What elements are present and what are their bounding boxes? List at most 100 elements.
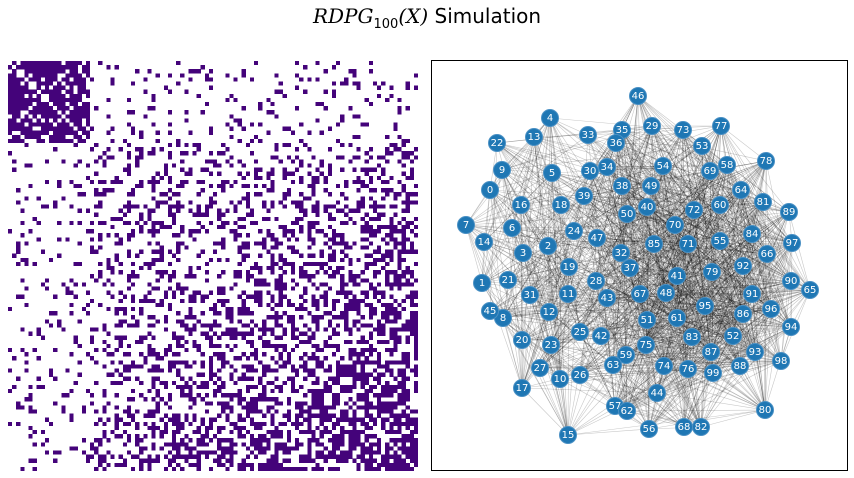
heatmap-cell: [311, 372, 316, 377]
heatmap-cell: [204, 442, 209, 447]
graph-edge: [521, 326, 792, 341]
heatmap-cell: [81, 138, 86, 144]
graph-node-label: 15: [562, 430, 575, 441]
heatmap-cell: [49, 65, 54, 70]
heatmap-cell: [299, 442, 304, 447]
heatmap-cell: [290, 286, 296, 291]
heatmap-cell: [377, 380, 382, 385]
heatmap-cell: [180, 442, 185, 447]
heatmap-cell: [385, 405, 390, 410]
heatmap-cell: [135, 339, 140, 344]
graph-edge: [665, 292, 756, 353]
graph-edge: [549, 117, 667, 294]
heatmap-cell: [262, 397, 267, 402]
heatmap-cell: [167, 278, 173, 283]
heatmap-cell: [8, 106, 13, 111]
heatmap-cell: [344, 77, 349, 82]
heatmap-cell: [44, 179, 50, 185]
heatmap-cell: [389, 270, 394, 275]
heatmap-cell: [135, 434, 140, 439]
heatmap-cell: [122, 307, 127, 312]
graph-edge: [489, 310, 702, 428]
heatmap-cell: [327, 466, 332, 471]
graph-edge: [676, 201, 764, 319]
heatmap-cell: [200, 364, 205, 369]
heatmap-cell: [364, 466, 369, 471]
heatmap-cell: [167, 73, 173, 78]
graph-node: 72: [685, 201, 703, 219]
heatmap-cell: [258, 122, 263, 127]
heatmap-cell: [155, 352, 160, 357]
heatmap-cell: [188, 77, 193, 82]
heatmap-cell: [401, 143, 406, 148]
heatmap-cell: [188, 462, 193, 467]
heatmap-cell: [311, 225, 316, 230]
heatmap-cell: [377, 397, 382, 402]
heatmap-cell: [393, 331, 398, 336]
heatmap-cell: [331, 327, 337, 332]
heatmap-cell: [233, 282, 238, 287]
graph-edge: [522, 252, 714, 374]
graph-edge: [507, 279, 523, 341]
graph-node: 1: [473, 274, 491, 292]
heatmap-cell: [225, 401, 230, 406]
heatmap-cell: [44, 110, 50, 115]
graph-node-label: 50: [621, 209, 634, 220]
heatmap-cell: [368, 229, 373, 234]
heatmap-cell: [307, 171, 312, 176]
heatmap-cell: [364, 253, 369, 258]
heatmap-cell: [163, 171, 168, 176]
heatmap-cell: [356, 466, 361, 471]
heatmap-cell: [20, 77, 25, 82]
graph-node: 34: [598, 158, 616, 176]
heatmap-cell: [364, 393, 369, 398]
heatmap-cell: [24, 114, 29, 119]
heatmap-cell: [167, 204, 173, 209]
heatmap-cell: [266, 430, 271, 435]
heatmap-cell: [364, 167, 369, 172]
heatmap-cell: [282, 360, 287, 365]
heatmap-cell: [368, 188, 373, 193]
heatmap-cell: [307, 196, 312, 201]
graph-edge: [579, 293, 641, 376]
heatmap-cell: [49, 372, 54, 377]
heatmap-cell: [262, 438, 267, 443]
graph-node-label: 14: [478, 237, 491, 248]
heatmap-cell: [114, 417, 119, 422]
heatmap-cell: [368, 372, 373, 377]
heatmap-cell: [69, 102, 74, 107]
heatmap-cell: [8, 151, 13, 156]
graph-node: 41: [668, 267, 686, 285]
heatmap-cell: [155, 376, 160, 381]
heatmap-cell: [393, 204, 398, 209]
heatmap-cell: [118, 298, 123, 303]
heatmap-cell: [40, 384, 45, 390]
heatmap-cell: [377, 249, 382, 254]
heatmap-cell: [85, 229, 91, 234]
graph-node-circle: [503, 219, 521, 237]
heatmap-cell: [20, 294, 25, 299]
heatmap-cell: [413, 311, 418, 316]
heatmap-cell: [331, 204, 337, 209]
graph-node-label: 63: [607, 360, 620, 371]
heatmap-cell: [98, 438, 103, 443]
graph-node-label: 62: [621, 406, 634, 417]
graph-edge: [621, 129, 792, 328]
heatmap-cell: [172, 430, 177, 435]
graph-edge: [551, 172, 569, 436]
graph-edge: [612, 95, 639, 366]
heatmap-cell: [106, 438, 111, 443]
heatmap-cell: [323, 458, 328, 463]
heatmap-cell: [282, 348, 287, 353]
heatmap-cell: [213, 319, 218, 324]
heatmap-cell: [274, 450, 279, 455]
heatmap-cell: [245, 192, 250, 197]
graph-edge: [529, 294, 552, 346]
graph-edge: [583, 195, 647, 346]
graph-edge: [676, 275, 712, 353]
graph-edge: [691, 209, 695, 338]
heatmap-cell: [77, 85, 82, 90]
heatmap-cell: [323, 89, 328, 94]
heatmap-cell: [126, 368, 132, 373]
graph-edge: [573, 230, 650, 430]
